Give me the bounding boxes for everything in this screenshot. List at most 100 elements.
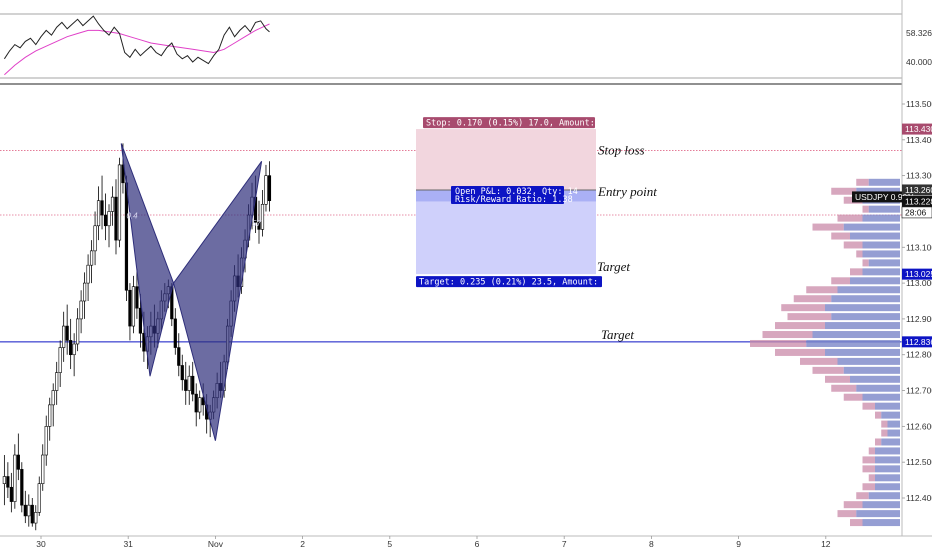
candle-body <box>187 375 191 391</box>
candle-body <box>198 397 202 413</box>
profile-bar-sell <box>831 277 850 285</box>
profile-bar-buy <box>875 474 900 482</box>
time-tick-label: 6 <box>475 539 480 549</box>
profile-bar-buy <box>862 268 900 276</box>
candle-body <box>173 318 177 348</box>
candle-body <box>107 211 111 227</box>
stop-zone[interactable] <box>416 129 596 190</box>
annotation-label[interactable]: Target <box>601 327 634 342</box>
profile-bar-buy <box>850 375 900 383</box>
candle-body <box>6 476 10 488</box>
profile-bar-buy <box>862 393 900 401</box>
candle-body <box>86 264 90 284</box>
pattern-triangle-bcd[interactable] <box>172 161 263 441</box>
profile-bar-sell <box>750 339 807 347</box>
profile-bar-buy <box>850 277 900 285</box>
rsi-line <box>3 15 270 65</box>
profile-bar-sell <box>812 366 844 374</box>
profile-bar-sell <box>868 474 875 482</box>
price-tick-label: 112.800 <box>906 350 932 360</box>
rr-info-text: Risk/Reward Ratio: 1.38 <box>455 195 573 205</box>
price-tick-label: 112.500 <box>906 457 932 467</box>
time-tick-label: 30 <box>36 539 46 549</box>
candle-body <box>79 300 83 320</box>
time-tick-label: 12 <box>821 539 831 549</box>
profile-bar-buy <box>887 429 900 437</box>
candle-body <box>194 393 198 413</box>
time-tick-label: 2 <box>300 539 305 549</box>
pattern-ratio-label: 0.4 <box>126 212 138 221</box>
last-price-tag[interactable] <box>902 195 932 207</box>
candle-body <box>177 347 181 366</box>
profile-bar-buy <box>850 232 900 240</box>
profile-bar-sell <box>850 519 863 527</box>
profile-bar-sell <box>881 420 888 428</box>
price-tag[interactable] <box>902 123 932 135</box>
profile-bar-sell <box>831 187 857 195</box>
candle-body <box>114 196 118 241</box>
profile-bar-sell <box>812 223 844 231</box>
profile-bar-buy <box>856 510 900 518</box>
price-axis[interactable]: 113.500113.400113.300113.200113.100113.0… <box>852 0 932 536</box>
target-info-text: Target: 0.235 (0.21%) 23.5, Amount: 13.2… <box>419 278 629 288</box>
annotation-label[interactable]: Target <box>597 259 630 274</box>
profile-bar-sell <box>837 510 857 518</box>
rsi-value-label: 58.3268 <box>906 28 932 38</box>
price-tick-label: 113.000 <box>906 278 932 288</box>
profile-bar-sell <box>781 304 825 312</box>
annotation-label[interactable]: Entry point <box>597 184 657 199</box>
time-tick-label: Nov <box>208 539 224 549</box>
time-axis[interactable]: 30 31 Nov 2 5 6 7 8 9 12 <box>0 535 932 549</box>
candle-body <box>257 221 261 230</box>
profile-bar-buy <box>837 357 900 365</box>
profile-bar-sell <box>862 402 875 410</box>
candle-body <box>69 340 73 356</box>
text-annotations[interactable]: Stop loss Entry point Target Target <box>597 143 657 342</box>
profile-bar-buy <box>862 250 900 258</box>
candle-body <box>48 404 52 427</box>
candle-body <box>96 200 101 227</box>
symbol-tag[interactable] <box>852 191 902 203</box>
candle-body <box>30 504 34 524</box>
profile-bar-sell <box>775 322 825 330</box>
rsi-ma-line <box>4 23 270 76</box>
candle-body <box>264 175 268 205</box>
annotation-label[interactable]: Stop loss <box>598 143 645 158</box>
profile-bar-buy <box>875 483 900 491</box>
profile-bar-sell <box>837 214 863 222</box>
target-zone[interactable] <box>416 189 596 275</box>
timer-label: 28:06 <box>905 207 927 217</box>
price-tag[interactable] <box>902 184 932 196</box>
candle-body <box>110 196 115 212</box>
profile-bar-sell <box>775 348 825 356</box>
price-tag[interactable] <box>902 336 932 348</box>
timer-tag <box>901 206 932 219</box>
profile-bar-sell <box>862 259 869 267</box>
profile-bar-sell <box>862 465 875 473</box>
candle-body <box>93 225 97 252</box>
time-tick-label: 8 <box>649 539 654 549</box>
profile-bar-sell <box>875 438 882 446</box>
candle-body <box>51 390 55 406</box>
candle-body <box>128 289 132 327</box>
profile-bar-sell <box>843 393 863 401</box>
candle-body <box>89 250 94 266</box>
pattern-triangle-xab[interactable] <box>120 143 175 377</box>
profile-bar-sell <box>856 250 863 258</box>
price-tag[interactable] <box>902 268 932 280</box>
profile-bar-sell <box>831 232 850 240</box>
candle-body <box>135 286 139 309</box>
long-position-tool[interactable]: Stop: 0.170 (0.15%) 17.0, Amount: 7.62 Op… <box>416 117 629 288</box>
pattern-ratio-label: 57 <box>252 219 261 228</box>
profile-bar-buy <box>875 447 900 455</box>
price-tick-label: 113.400 <box>906 135 932 145</box>
candle-body <box>142 332 146 352</box>
profile-bar-buy <box>868 259 900 267</box>
time-tick-label: 5 <box>387 539 392 549</box>
harmonic-pattern[interactable]: 0.4 57 <box>120 143 263 441</box>
candle-body <box>55 372 59 391</box>
profile-bar-sell <box>862 456 875 464</box>
profile-bar-sell <box>856 492 869 500</box>
candle-body <box>267 175 272 202</box>
